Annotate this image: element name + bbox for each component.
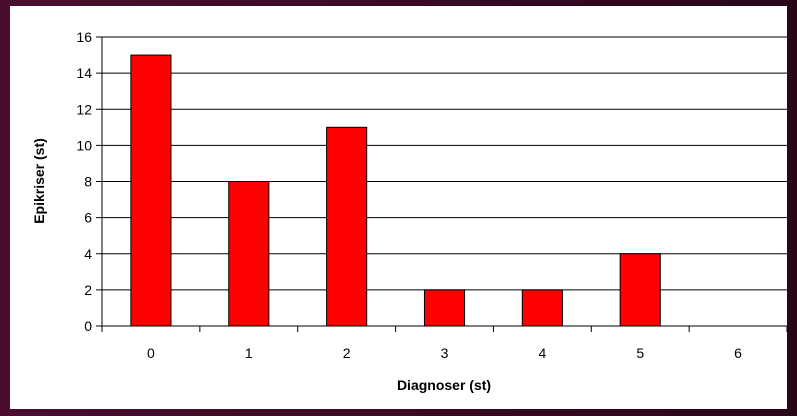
bar bbox=[326, 126, 368, 327]
x-axis-title: Diagnoser (st) bbox=[397, 377, 491, 393]
y-tick-label: 4 bbox=[84, 246, 92, 262]
axes bbox=[96, 36, 788, 332]
y-tick-label: 6 bbox=[84, 210, 92, 226]
y-tick-labels: 0 2 4 6 8 10 12 14 16 bbox=[76, 29, 92, 334]
y-tick-label: 16 bbox=[76, 29, 92, 45]
x-tick-label: 4 bbox=[538, 345, 546, 361]
y-axis-title: Epikriser (st) bbox=[31, 138, 47, 224]
bars bbox=[130, 54, 661, 327]
bar bbox=[521, 289, 563, 327]
x-tick-labels: 0 1 2 3 4 5 6 bbox=[147, 345, 742, 361]
bar bbox=[423, 289, 466, 327]
x-tick-label: 5 bbox=[636, 345, 644, 361]
y-tick-label: 12 bbox=[76, 101, 92, 117]
bar bbox=[619, 253, 661, 327]
x-tick-label: 3 bbox=[441, 345, 449, 361]
y-tick-label: 10 bbox=[76, 137, 92, 153]
y-tick-label: 0 bbox=[84, 318, 92, 334]
y-tick-label: 14 bbox=[76, 65, 92, 81]
y-tick-label: 2 bbox=[84, 282, 92, 298]
x-tick-label: 1 bbox=[245, 345, 253, 361]
bar bbox=[130, 54, 172, 327]
y-tick-label: 8 bbox=[84, 174, 92, 190]
x-tick-label: 6 bbox=[734, 345, 742, 361]
gridlines bbox=[102, 36, 787, 291]
x-tick-label: 2 bbox=[343, 345, 351, 361]
bar bbox=[228, 181, 270, 327]
x-tick-label: 0 bbox=[147, 345, 155, 361]
